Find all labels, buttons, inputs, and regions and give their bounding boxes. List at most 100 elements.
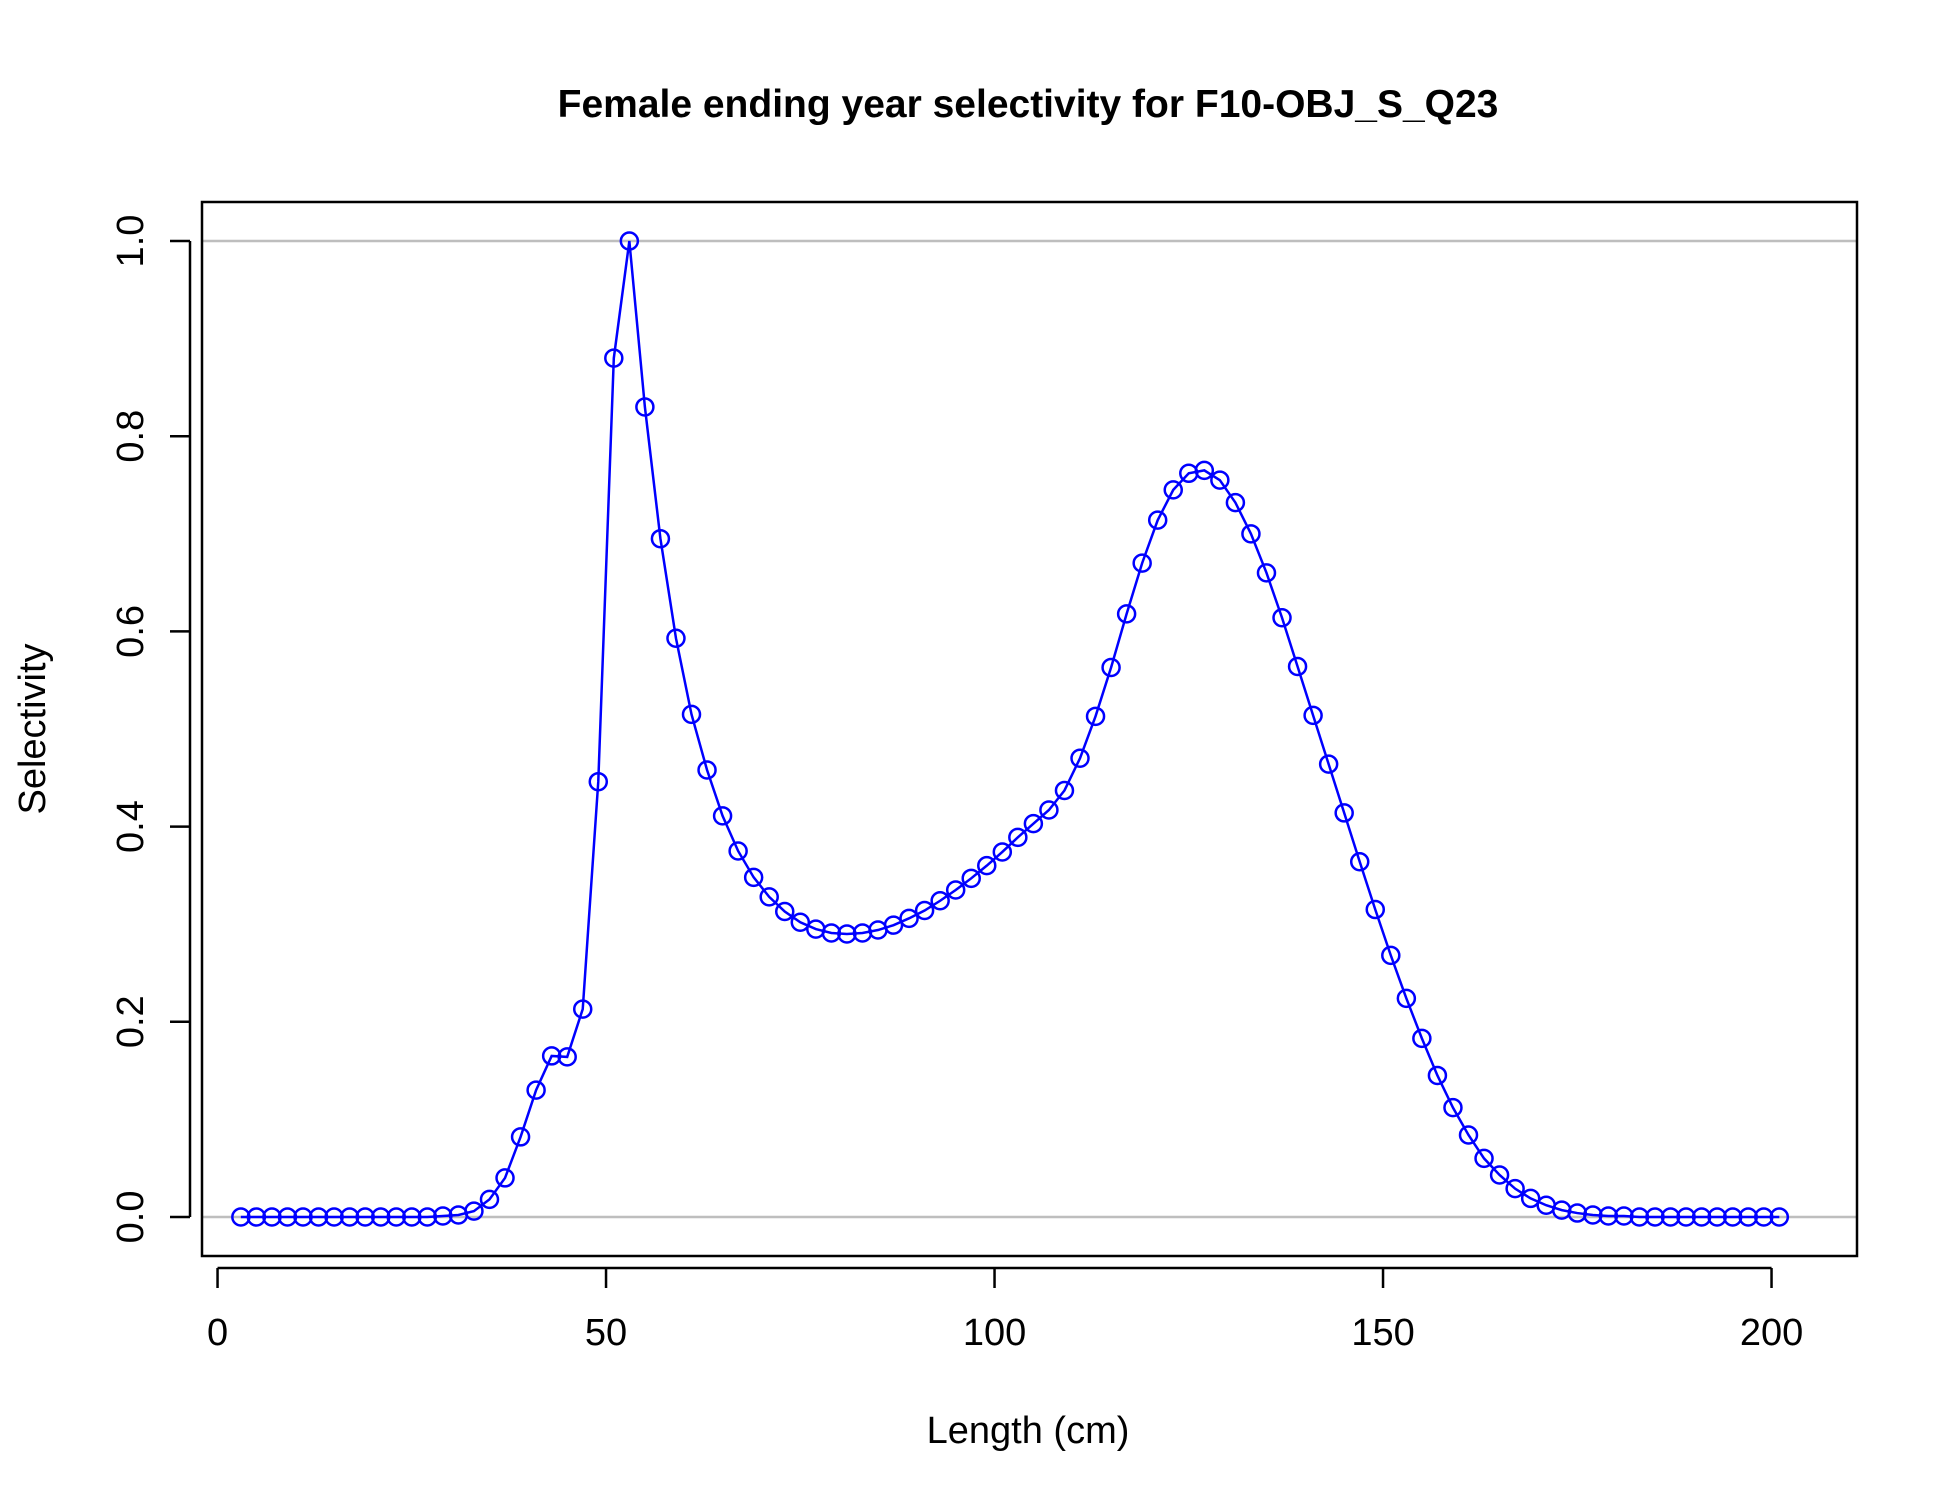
data-point: [1023, 813, 1044, 834]
data-point: [1381, 945, 1401, 966]
data-point: [1769, 1207, 1790, 1227]
data-point: [1722, 1207, 1743, 1227]
x-axis-label: Length (cm): [927, 1410, 1130, 1452]
y-tick-label: 0.6: [110, 605, 152, 658]
data-point: [1458, 1125, 1479, 1145]
data-point: [837, 924, 857, 944]
data-point: [1132, 553, 1152, 573]
data-point: [1614, 1206, 1634, 1226]
data-point: [557, 1047, 577, 1067]
data-point: [604, 348, 624, 368]
data-point: [1505, 1178, 1525, 1199]
data-point: [277, 1207, 298, 1227]
data-point: [650, 528, 671, 549]
y-tick-label: 0.4: [110, 800, 152, 853]
data-point: [231, 1207, 251, 1227]
data-point: [1163, 480, 1183, 500]
data-point: [1707, 1207, 1727, 1227]
y-tick-label: 0.0: [110, 1191, 152, 1244]
data-point: [1474, 1148, 1494, 1169]
data-point: [1101, 657, 1121, 678]
data-point: [1660, 1207, 1681, 1227]
data-point: [1754, 1207, 1774, 1227]
data-point: [1738, 1207, 1758, 1227]
x-tick-label: 100: [963, 1312, 1026, 1354]
y-axis-label: Selectivity: [12, 643, 54, 814]
data-point: [339, 1207, 360, 1227]
data-point: [572, 999, 593, 1019]
data-point: [1443, 1097, 1463, 1118]
data-point: [1085, 706, 1106, 727]
data-point: [1349, 851, 1370, 872]
data-point: [1039, 800, 1059, 820]
data-point: [402, 1207, 422, 1227]
data-point: [1396, 988, 1417, 1009]
x-tick-label: 200: [1740, 1312, 1803, 1354]
data-point: [1303, 705, 1323, 726]
data-point: [370, 1207, 391, 1227]
data-point: [1241, 524, 1261, 544]
data-point: [324, 1207, 344, 1227]
data-point: [1225, 492, 1246, 513]
data-point: [1070, 748, 1090, 769]
data-point: [386, 1207, 406, 1227]
data-point: [821, 923, 842, 943]
data-point: [930, 891, 950, 911]
y-tick-label: 1.0: [110, 215, 152, 268]
reference-lines: [202, 239, 1857, 1219]
data-point: [1520, 1188, 1541, 1209]
data-point: [1287, 656, 1308, 677]
data-point: [697, 760, 717, 780]
data-point: [588, 771, 609, 792]
data-point: [635, 397, 655, 417]
x-axis: 0 50 100 150 200: [207, 1266, 1803, 1354]
data-point: [977, 855, 997, 876]
y-axis: 0.0 0.2 0.4 0.6 0.8 1.0: [110, 215, 192, 1244]
data-point: [433, 1206, 453, 1226]
data-point: [1194, 460, 1215, 481]
x-tick-label: 150: [1351, 1312, 1414, 1354]
data-point: [464, 1201, 484, 1221]
data-point: [541, 1046, 562, 1066]
data-point: [961, 868, 981, 889]
data-point: [246, 1207, 267, 1227]
chart-title: Female ending year selectivity for F10-O…: [558, 83, 1499, 126]
data-point: [992, 842, 1013, 862]
data-point: [899, 908, 919, 929]
data-point: [1147, 510, 1168, 530]
y-tick-label: 0.2: [110, 995, 152, 1048]
data-point: [1598, 1206, 1619, 1226]
data-point: [712, 806, 733, 826]
data-point: [790, 912, 811, 932]
x-tick-label: 50: [585, 1312, 627, 1354]
data-point: [1365, 899, 1386, 920]
data-point: [728, 841, 748, 861]
series-layer: [231, 231, 1790, 1227]
y-tick-label: 0.8: [110, 410, 152, 463]
data-point: [495, 1168, 515, 1188]
data-point: [759, 887, 779, 907]
x-tick-label: 0: [207, 1312, 228, 1354]
data-point: [883, 915, 904, 935]
data-point: [945, 880, 966, 900]
data-point: [526, 1080, 546, 1100]
data-point: [666, 628, 686, 648]
series-line-0: [240, 240, 1780, 1219]
data-point: [1210, 470, 1230, 490]
data-point: [1427, 1065, 1448, 1086]
data-point: [1116, 604, 1137, 624]
data-point: [479, 1189, 500, 1210]
data-point: [355, 1207, 375, 1227]
data-point: [1272, 607, 1292, 628]
data-point: [510, 1127, 531, 1147]
data-point: [1489, 1165, 1510, 1185]
data-point: [1256, 563, 1277, 583]
data-point: [1583, 1205, 1603, 1225]
data-point: [619, 231, 640, 251]
data-point: [1412, 1028, 1432, 1049]
data-point: [293, 1207, 313, 1227]
data-point: [914, 900, 935, 921]
data-point: [262, 1207, 282, 1227]
